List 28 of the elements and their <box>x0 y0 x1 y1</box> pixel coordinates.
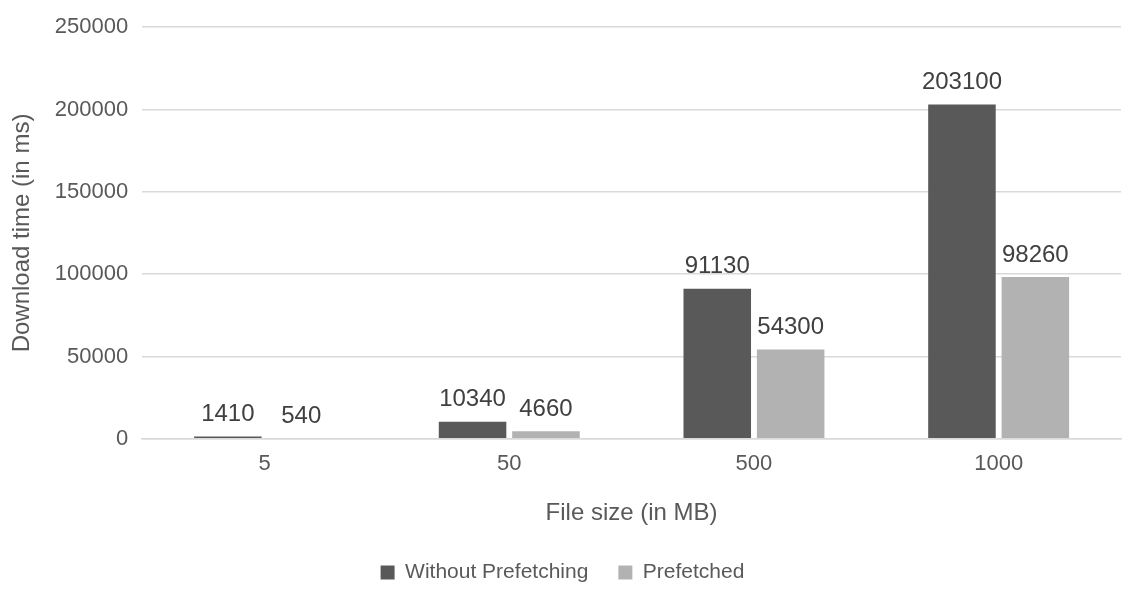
legend-label: Prefetched <box>642 559 745 583</box>
data-label: 10340 <box>439 384 506 412</box>
y-tick-label: 0 <box>115 424 129 450</box>
y-tick-label: 200000 <box>54 95 129 121</box>
bar <box>438 421 507 439</box>
bar <box>683 288 752 439</box>
y-tick-label: 150000 <box>54 177 129 203</box>
data-label: 540 <box>281 400 322 428</box>
x-tick-label: 1000 <box>974 450 1024 476</box>
y-axis-title: Download time (in ms) <box>7 113 35 353</box>
data-label: 91130 <box>684 251 750 279</box>
y-tick-label: 50000 <box>67 342 129 368</box>
y-tick-label: 100000 <box>54 260 129 286</box>
bar <box>756 349 825 439</box>
data-label: 203100 <box>921 67 1002 95</box>
x-tick-label: 500 <box>735 450 773 476</box>
x-axis-title: File size (in MB) <box>545 498 718 526</box>
data-label: 98260 <box>1001 239 1069 267</box>
x-tick-label: 50 <box>497 450 522 476</box>
bar <box>1001 277 1070 439</box>
data-label: 1410 <box>201 399 255 427</box>
x-tick-label: 5 <box>258 450 271 476</box>
data-label: 54300 <box>757 312 825 340</box>
bar <box>512 431 580 439</box>
y-tick-label: 250000 <box>54 13 129 39</box>
data-label: 4660 <box>519 393 573 421</box>
legend-label: Without Prefetching <box>405 559 589 583</box>
bar <box>928 104 996 439</box>
